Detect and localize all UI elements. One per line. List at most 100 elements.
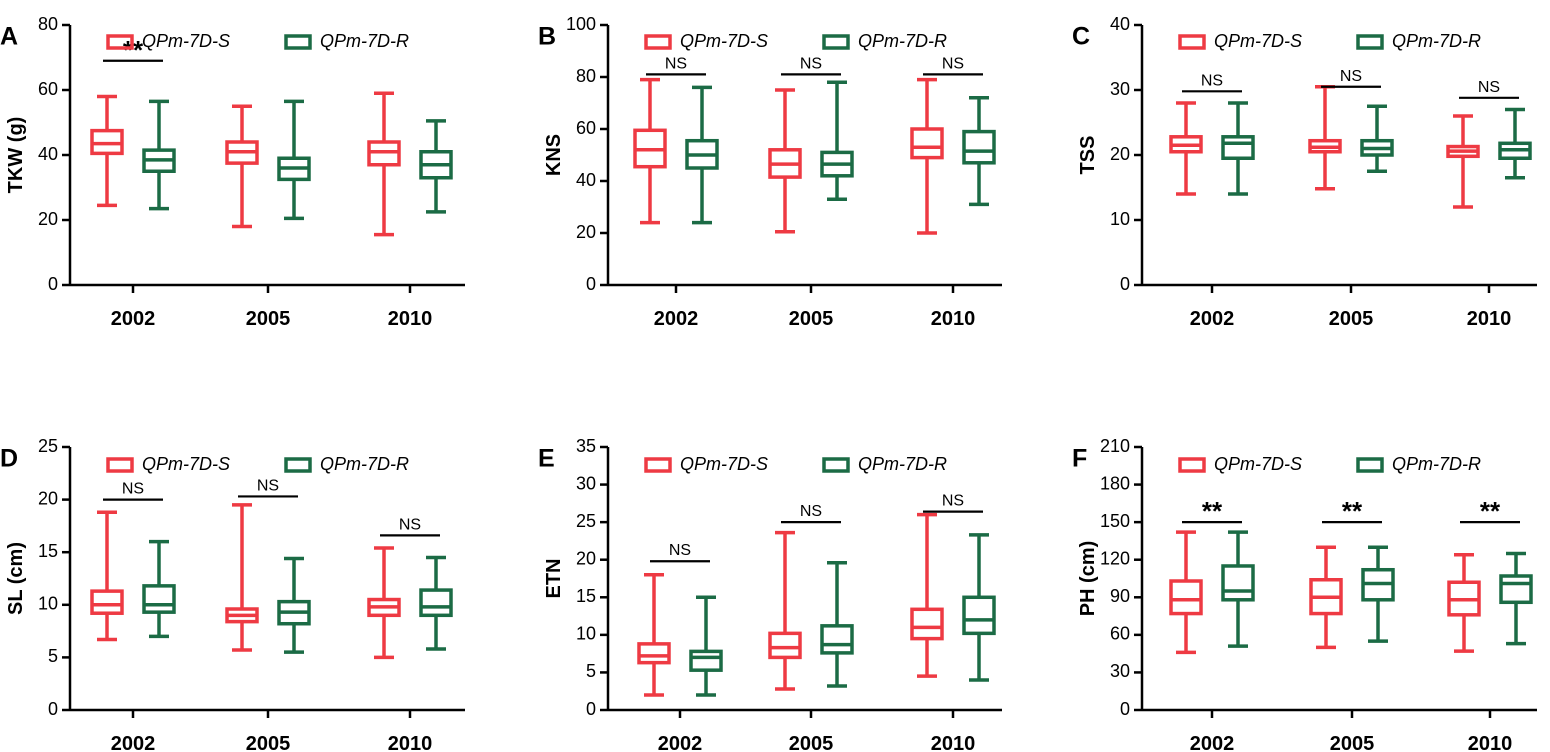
- legend-label: QPm-7D-R: [858, 31, 947, 51]
- box-s-2005: [1308, 85, 1342, 191]
- box-r-2010: [962, 96, 996, 207]
- y-tick-label: 60: [1110, 624, 1130, 644]
- y-tick-label: 80: [576, 66, 596, 86]
- box-iqr: [910, 127, 944, 160]
- y-tick-label: 20: [576, 222, 596, 242]
- significance-label: NS: [399, 516, 421, 533]
- y-tick-label: 0: [1120, 274, 1130, 294]
- y-tick-label: 30: [576, 473, 596, 493]
- legend-item-s: QPm-7D-S: [106, 454, 230, 474]
- legend-swatch: [822, 34, 850, 50]
- panel-label: D: [0, 445, 18, 473]
- legend-label: QPm-7D-S: [680, 454, 768, 474]
- legend-item-r: QPm-7D-R: [822, 31, 947, 51]
- box-iqr: [142, 584, 176, 614]
- box-iqr: [962, 129, 996, 165]
- x-tick-label: 2002: [1190, 308, 1235, 330]
- significance-label: NS: [1201, 72, 1223, 89]
- significance-label: **: [1202, 496, 1223, 526]
- y-tick-label: 60: [38, 79, 58, 99]
- legend-swatch: [284, 34, 312, 50]
- x-tick-label: 2010: [388, 308, 433, 330]
- y-tick-label: 90: [1110, 586, 1130, 606]
- y-tick-label: 0: [48, 699, 58, 719]
- y-tick-label: 10: [576, 624, 596, 644]
- y-tick-label: 15: [38, 541, 58, 561]
- legend-item-s: QPm-7D-S: [644, 454, 768, 474]
- box-iqr: [90, 589, 124, 615]
- y-tick-label: 60: [576, 118, 596, 138]
- legend-swatch: [284, 457, 312, 473]
- y-tick-label: 0: [586, 699, 596, 719]
- legend-label: QPm-7D-R: [320, 31, 409, 51]
- box-s-2002: [1169, 101, 1203, 196]
- legend-swatch: [1356, 34, 1384, 50]
- x-tick-label: 2002: [658, 733, 703, 752]
- box-r-2002: [1221, 530, 1255, 648]
- box-s-2002: [633, 77, 667, 225]
- significance-label: NS: [1478, 79, 1500, 96]
- box-r-2002: [142, 99, 176, 211]
- box-s-2010: [910, 512, 944, 678]
- y-tick-label: 25: [576, 511, 596, 531]
- y-tick-label: 5: [48, 646, 58, 666]
- y-axis-label: KNS: [543, 134, 565, 176]
- legend-item-s: QPm-7D-S: [1178, 454, 1302, 474]
- box-s-2010: [1446, 114, 1480, 209]
- significance-label: NS: [665, 55, 687, 72]
- significance-label: NS: [800, 55, 822, 72]
- box-iqr: [1169, 579, 1203, 616]
- box-s-2002: [90, 510, 124, 642]
- legend-item-r: QPm-7D-R: [822, 454, 947, 474]
- y-tick-label: 80: [38, 14, 58, 34]
- box-r-2005: [820, 80, 854, 201]
- panel-d: D 0 5 10 15 20 25 SL (cm) 2002 NS 2005 NS 2010 NS QPm-…: [0, 436, 465, 752]
- x-tick-label: 2010: [1467, 308, 1512, 330]
- y-tick-label: 120: [1100, 548, 1130, 568]
- legend-label: QPm-7D-R: [320, 454, 409, 474]
- y-tick-label: 0: [48, 274, 58, 294]
- x-tick-label: 2010: [931, 308, 976, 330]
- x-tick-label: 2002: [1190, 733, 1235, 752]
- panel-label: A: [0, 23, 18, 51]
- box-s-2010: [367, 546, 401, 660]
- legend-item-s: QPm-7D-S: [644, 31, 768, 51]
- y-tick-label: 20: [38, 488, 58, 508]
- y-tick-label: 20: [1110, 144, 1130, 164]
- box-s-2010: [910, 77, 944, 235]
- y-tick-label: 0: [586, 274, 596, 294]
- y-tick-label: 100: [566, 14, 596, 34]
- box-s-2010: [367, 91, 401, 237]
- x-tick-label: 2005: [1330, 733, 1375, 752]
- y-axis-label: TSS: [1077, 136, 1099, 175]
- legend: QPm-7D-S QPm-7D-R: [1178, 31, 1481, 51]
- y-tick-label: 20: [38, 209, 58, 229]
- y-tick-label: 30: [1110, 79, 1130, 99]
- box-r-2002: [689, 595, 723, 697]
- legend-swatch: [106, 34, 134, 50]
- box-s-2005: [1309, 545, 1343, 650]
- box-r-2002: [1221, 101, 1255, 196]
- panel-label: B: [538, 23, 556, 51]
- box-iqr: [910, 607, 944, 641]
- box-r-2010: [962, 533, 996, 682]
- x-tick-label: 2002: [654, 308, 699, 330]
- y-tick-label: 10: [38, 594, 58, 614]
- box-iqr: [768, 631, 802, 660]
- panel-b: B 0 20 40 60 80 100 KNS 2002 NS 2005 NS 2010 NS QPm-7D…: [538, 14, 1002, 330]
- legend-item-r: QPm-7D-R: [1356, 31, 1481, 51]
- y-tick-label: 20: [576, 548, 596, 568]
- x-tick-label: 2005: [246, 733, 291, 752]
- panel-f: F 0 30 60 90 120 150 180 210 PH (cm) 2002 ** 2005 ** 2…: [1072, 436, 1537, 752]
- box-iqr: [637, 642, 671, 665]
- x-tick-label: 2005: [246, 308, 291, 330]
- legend-label: QPm-7D-R: [858, 454, 947, 474]
- x-tick-label: 2005: [789, 733, 834, 752]
- y-axis-label: SL (cm): [5, 542, 27, 615]
- legend: QPm-7D-S QPm-7D-R: [644, 454, 947, 474]
- legend-swatch: [644, 34, 672, 50]
- legend-label: QPm-7D-R: [1392, 454, 1481, 474]
- box-s-2005: [225, 503, 259, 652]
- legend: QPm-7D-S QPm-7D-R: [106, 454, 409, 474]
